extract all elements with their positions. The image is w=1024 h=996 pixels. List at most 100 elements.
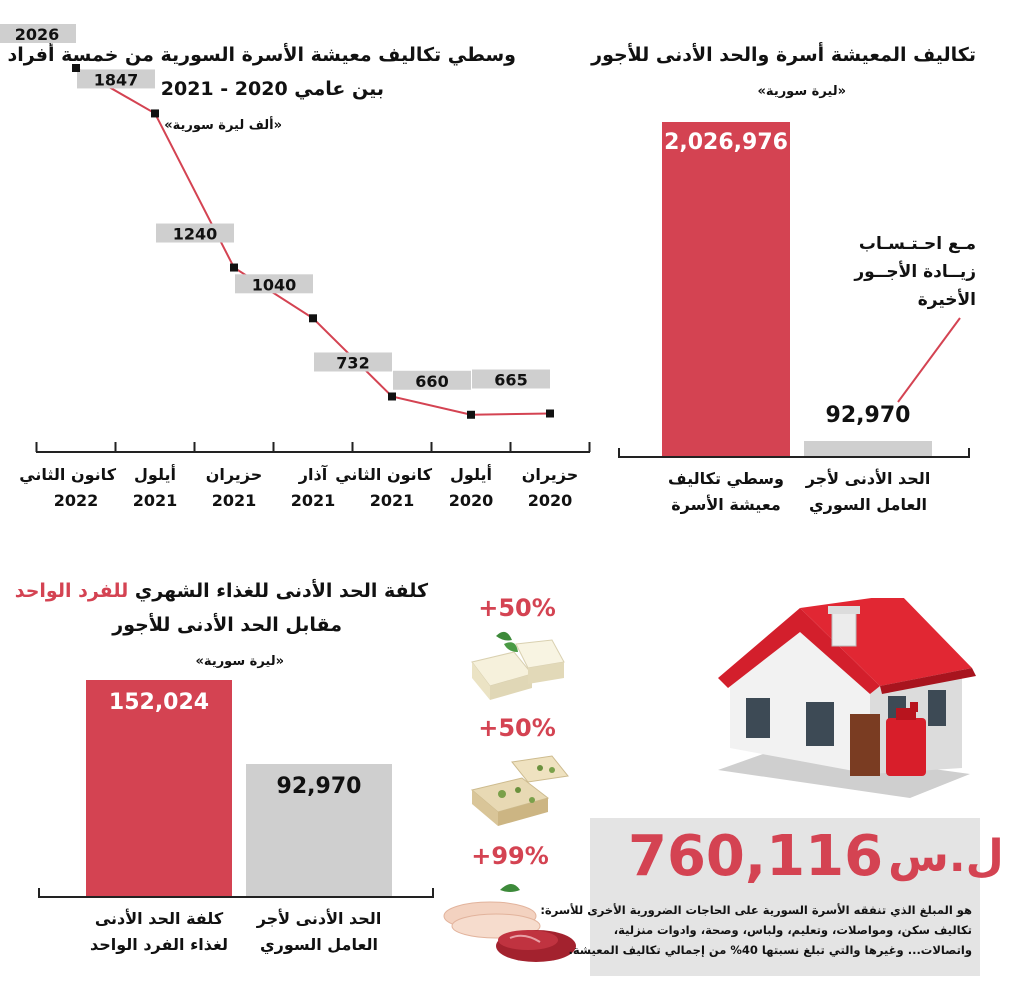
house-icon xyxy=(718,598,976,798)
bar-value-label: 152,024 xyxy=(108,690,210,715)
line-point xyxy=(467,410,475,419)
line-series xyxy=(75,67,551,416)
line-category: أيلول 2020 xyxy=(431,462,511,514)
expenses-desc-line1: هو المبلغ الذي تنفقه الأسرة السورية على … xyxy=(540,903,972,917)
bar-value-label: 2,026,976 xyxy=(664,130,788,155)
line-data-label-text: 665 xyxy=(494,370,527,389)
food-chart-baseline xyxy=(38,896,434,898)
line-point xyxy=(309,314,317,323)
line-chart-axis xyxy=(35,442,591,453)
bar-category-line: العامل السوري xyxy=(809,495,927,514)
bar-category: كلفة الحد الأدنى لغذاء الفرد الواحد xyxy=(66,906,252,958)
bar-category-line: الحد الأدنى لأجر xyxy=(805,469,931,488)
wage-chart-tick xyxy=(968,448,970,458)
bar-category-line: الحد الأدنى لأجر xyxy=(256,909,382,928)
food-chart-tick xyxy=(38,888,40,898)
bar-value-label: 92,970 xyxy=(276,773,362,799)
food-chart-title-line1: كلفة الحد الأدنى للغذاء الشهري للفرد الو… xyxy=(15,580,428,602)
wage-note-line3: الأخيرة xyxy=(917,290,976,310)
bar xyxy=(804,440,932,456)
line-category: حزيران 2021 xyxy=(194,462,274,514)
food-chart-title-part2: للفرد الواحد xyxy=(14,580,129,602)
line-data-label: 660 xyxy=(393,370,471,391)
food-item-label: +50% xyxy=(478,594,556,622)
food-chart-unit: «ليرة سورية» xyxy=(195,654,284,669)
expenses-desc-line3: واتصالات... وغيرها والتي تبلغ نسبتها 40%… xyxy=(568,943,972,957)
line-data-label-bg xyxy=(314,352,392,372)
line-point xyxy=(72,64,80,72)
wage-note-line2: زيــادة الأجــور xyxy=(854,262,976,282)
line-category-year: 2020 xyxy=(448,491,494,510)
bar-category-line: وسطي تكاليف xyxy=(668,469,784,488)
line-data-label-bg xyxy=(393,370,471,390)
line-data-label-text: 660 xyxy=(415,372,448,391)
bar xyxy=(246,763,392,896)
expenses-desc-line2: تكاليف سكن، ومواصلات، وتعليم، ولباس، وصح… xyxy=(613,923,972,937)
food-item-meat: +99% xyxy=(440,842,580,970)
line-category-year: 2021 xyxy=(132,491,178,510)
line-data-label-text: 1040 xyxy=(252,275,297,294)
wage-note: مـع احـتـسـاب زيــادة الأجــور الأخيرة xyxy=(854,230,976,314)
expenses-box xyxy=(590,818,980,976)
line-points: 665 660 732 1040 1240 1847 2026 xyxy=(0,24,554,419)
line-data-label-bg xyxy=(472,369,550,389)
line-point xyxy=(388,392,396,401)
line-data-label-bg xyxy=(77,69,155,89)
line-category: كانون الثاني 2021 xyxy=(335,462,432,514)
bar-category-line: لغذاء الفرد الواحد xyxy=(89,935,229,954)
food-chart-title-line2: مقابل الحد الأدنى للأجور xyxy=(112,614,342,636)
food-item-cheese: +50% xyxy=(452,594,582,706)
line-point xyxy=(546,409,554,418)
meat-icon xyxy=(443,884,576,962)
food-chart-title-part1: كلفة الحد الأدنى للغذاء الشهري xyxy=(134,580,428,602)
line-data-label: 665 xyxy=(472,369,550,389)
line-category-year: 2022 xyxy=(53,491,99,510)
line-category-month: كانون الثاني xyxy=(19,465,116,484)
wage-chart-title: تكاليف المعيشة أسرة والحد الأدنى للأجور xyxy=(591,44,976,66)
line-data-label-text: 2026 xyxy=(15,25,60,44)
line-category-month: آذار xyxy=(298,465,328,484)
bar-value-label: 92,970 xyxy=(825,402,911,428)
cheese-icon xyxy=(471,631,565,700)
expenses-amount: 760,116 xyxy=(628,824,884,889)
line-chart-title-line2: بين عامي 2020 - 2021 xyxy=(160,78,384,100)
bar-category: الحد الأدنى لأجر العامل السوري xyxy=(784,466,952,518)
bar-category-line: معيشة الأسرة xyxy=(671,495,781,514)
line-data-label: 2026 xyxy=(0,24,76,44)
currency-label: ل.س xyxy=(888,831,1004,882)
wage-note-line1: مـع احـتـسـاب xyxy=(858,234,976,254)
expenses-amount-row: ل.س 760,116 xyxy=(620,824,1004,889)
line-data-label: 1040 xyxy=(235,274,313,294)
bar-category: الحد الأدنى لأجر العامل السوري xyxy=(226,906,412,958)
line-category-month: أيلول xyxy=(450,465,492,484)
line-category-year: 2021 xyxy=(290,491,336,510)
food-item-label: +50% xyxy=(478,714,556,742)
food-item-label: +99% xyxy=(471,842,549,870)
line-chart-unit: «ألف ليرة سورية» xyxy=(164,118,282,133)
line-category-year: 2020 xyxy=(527,491,573,510)
line-category-month: أيلول xyxy=(134,465,176,484)
line-point xyxy=(151,109,159,118)
wage-chart-baseline xyxy=(618,456,970,458)
line-category: كانون الثاني 2022 xyxy=(19,462,116,514)
line-data-label-text: 1847 xyxy=(94,70,139,89)
wage-chart-unit: «ليرة سورية» xyxy=(757,84,846,99)
line-chart-title-line1: وسطي تكاليف معيشة الأسرة السورية من خمسة… xyxy=(7,44,516,66)
wage-note-pointer xyxy=(897,317,961,403)
line-data-label: 732 xyxy=(314,352,392,372)
bar-category-line: كلفة الحد الأدنى xyxy=(94,909,224,928)
bar xyxy=(86,680,232,896)
line-data-label-bg xyxy=(0,24,76,43)
line-data-label-text: 732 xyxy=(336,353,369,372)
line-category-year: 2021 xyxy=(211,491,257,510)
bar-category: وسطي تكاليف معيشة الأسرة xyxy=(642,466,810,518)
line-data-label-bg xyxy=(235,274,313,294)
line-category: أيلول 2021 xyxy=(115,462,195,514)
food-chart-tick xyxy=(432,888,434,898)
wage-chart-tick xyxy=(618,448,620,458)
halva-icon xyxy=(470,755,569,826)
line-point xyxy=(230,263,238,272)
line-category-month: حزيران xyxy=(205,465,263,484)
line-category: حزيران 2020 xyxy=(510,462,590,514)
bar xyxy=(662,122,790,456)
